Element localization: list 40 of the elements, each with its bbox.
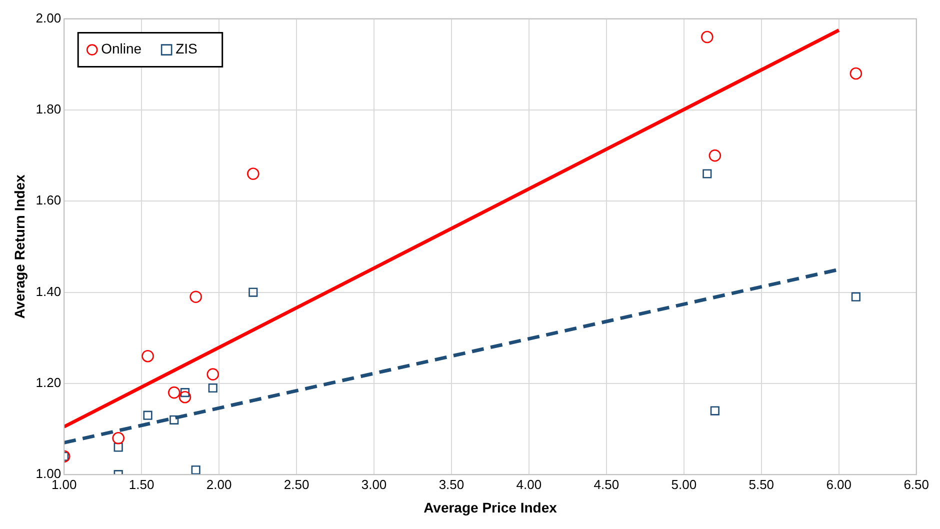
x-tick-label: 4.50 [594, 476, 620, 492]
y-tick-label: 1.60 [36, 192, 62, 208]
point [246, 168, 260, 180]
point [208, 383, 218, 393]
point [702, 169, 712, 178]
x-tick-label: 4.00 [516, 476, 542, 492]
legend-label: ZIS [176, 40, 198, 57]
y-tick-label: 1.40 [36, 284, 62, 299]
point [112, 432, 124, 444]
y-tick-label: 1.20 [36, 375, 62, 390]
point [114, 442, 123, 452]
point [190, 290, 202, 303]
legend-label: Online [101, 40, 142, 57]
point [206, 368, 220, 380]
point [701, 30, 714, 44]
point [170, 415, 179, 424]
point [143, 410, 152, 420]
x-tick-label: 1.50 [128, 476, 154, 492]
point [851, 292, 860, 302]
point [191, 466, 200, 475]
point [710, 406, 720, 416]
point [142, 350, 154, 362]
x-tick-label: 5.50 [748, 476, 774, 492]
point [178, 390, 192, 404]
x-tick-label: 3.50 [438, 476, 464, 492]
x-tick-label: 2.50 [284, 476, 310, 492]
x-tick-label: 6.50 [904, 476, 930, 492]
point [850, 67, 862, 80]
point [168, 386, 180, 399]
y-tick-label: 1.80 [36, 102, 62, 117]
y-tick-label: 2.00 [36, 10, 62, 26]
x-tick-label: 5.00 [671, 476, 697, 492]
x-tick-label: 6.00 [826, 476, 852, 492]
x-tick-label: 2.00 [206, 476, 232, 492]
point [248, 288, 258, 297]
point [708, 149, 722, 162]
x-axis-title: Average Price Index [424, 499, 558, 516]
y-axis-title: Average Return Index [11, 174, 28, 319]
x-tick-label: 3.00 [361, 476, 387, 492]
point [180, 388, 190, 398]
